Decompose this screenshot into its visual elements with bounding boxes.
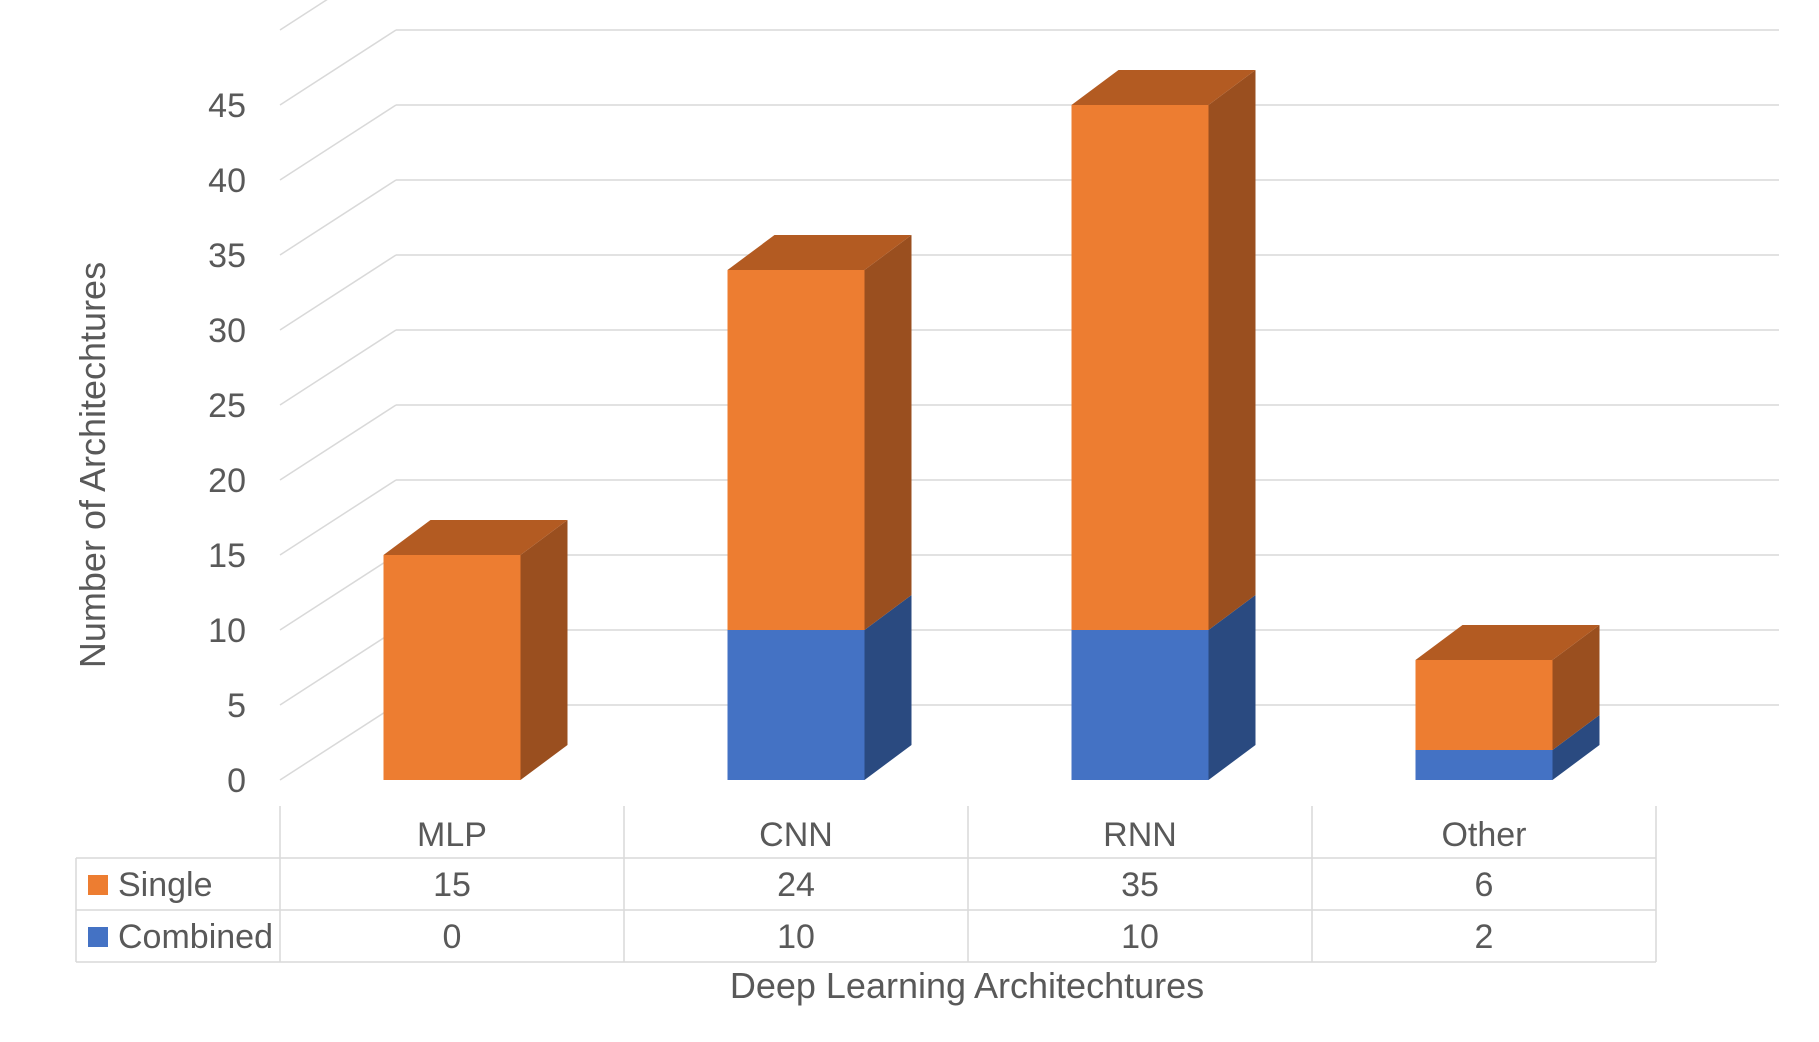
bar-front: [383, 555, 521, 780]
data-label: 10: [1121, 918, 1159, 956]
gridline-side: [279, 254, 397, 331]
bar-side: [864, 235, 912, 630]
bar-side: [1552, 715, 1600, 780]
bar-side: [864, 595, 912, 780]
bar-front: [1415, 660, 1553, 750]
x-tick-label: RNN: [1103, 816, 1177, 854]
gridline-side: [279, 29, 397, 106]
bar-front: [1415, 750, 1553, 780]
data-table: MLP CNN RNN Other Single 15 24 35 6 Combined 0 10 10…: [75, 806, 1657, 963]
y-tick-label: 25: [208, 387, 246, 425]
legend-label-single: Single: [118, 866, 213, 904]
gridline-side: [279, 404, 397, 481]
x-tick-label: MLP: [417, 816, 487, 854]
legend-swatch-single: [88, 875, 108, 895]
legend-label-combined: Combined: [118, 918, 273, 956]
bar-side: [1552, 625, 1600, 750]
bar-side: [520, 520, 568, 780]
gridline-side: [279, 704, 397, 781]
y-axis-title: Number of Architechtures: [72, 262, 113, 668]
bar-top: [383, 520, 568, 555]
bar-front: [727, 270, 865, 630]
legend-swatch-combined: [88, 927, 108, 947]
y-tick-label: 45: [208, 87, 246, 125]
data-label: 15: [433, 866, 471, 904]
y-tick-label: 30: [208, 312, 246, 350]
gridline-side: [279, 329, 397, 406]
bar-segment-single-mlp: [383, 520, 568, 780]
x-tick-label: Other: [1441, 816, 1526, 854]
data-label: 35: [1121, 866, 1159, 904]
y-tick-label: 20: [208, 462, 246, 500]
data-label: 6: [1475, 866, 1494, 904]
bar-segment-combined-other: [1415, 715, 1600, 780]
bar-front: [727, 630, 865, 780]
y-tick-label: 15: [208, 537, 246, 575]
bar-layer: [383, 70, 1600, 780]
gridline-side: [279, 629, 397, 706]
gridline-side: [279, 479, 397, 556]
bar-segment-single-other: [1415, 625, 1600, 750]
y-tick-label: 10: [208, 612, 246, 650]
x-axis-title: Deep Learning Architechtures: [730, 965, 1204, 1006]
gridline-side: [279, 0, 328, 31]
bar-segment-single-rnn: [1071, 70, 1256, 630]
bar-front: [1071, 630, 1209, 780]
gridline-side: [279, 179, 397, 256]
bar-top: [727, 235, 912, 270]
gridline-side: [279, 104, 397, 181]
bar-top: [1415, 625, 1600, 660]
bar-segment-combined-rnn: [1071, 595, 1256, 780]
y-tick-labels: 0 5 10 15 20 25 30 35 40 45: [208, 87, 246, 800]
gridline-side: [279, 554, 397, 631]
y-tick-label: 35: [208, 237, 246, 275]
y-tick-label: 0: [227, 762, 246, 800]
x-tick-label: CNN: [759, 816, 833, 854]
bar-segment-single-cnn: [727, 235, 912, 630]
bar-segment-combined-cnn: [727, 595, 912, 780]
data-label: 2: [1475, 918, 1494, 956]
bar-side: [1208, 595, 1256, 780]
data-label: 10: [777, 918, 815, 956]
data-label: 0: [443, 918, 462, 956]
y-tick-label: 40: [208, 162, 246, 200]
data-label: 24: [777, 866, 815, 904]
y-tick-label: 5: [227, 687, 246, 725]
bar-top: [1071, 70, 1256, 105]
bar-side: [1208, 70, 1256, 630]
bar-front: [1071, 105, 1209, 630]
